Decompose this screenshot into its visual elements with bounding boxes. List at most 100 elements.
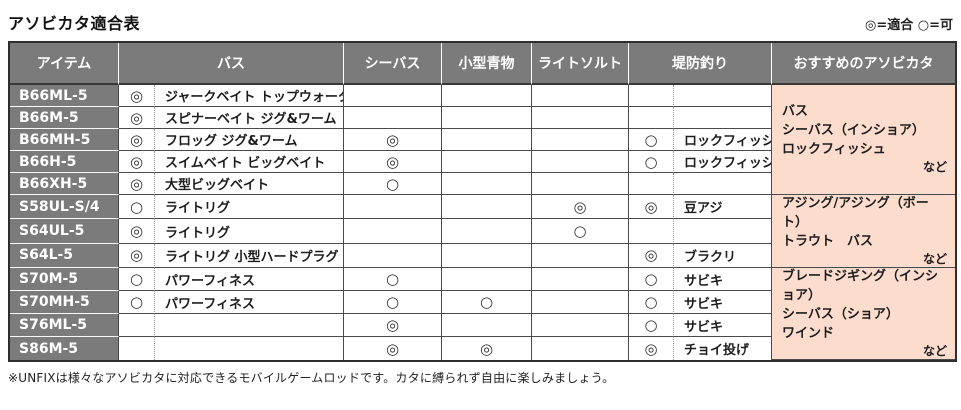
item-cell: S64L-5 — [10, 243, 119, 269]
pier-mark-cell — [629, 219, 674, 244]
table-row: S64L-5 ◎ ライトリグ 小型ハードプラグ ◎ ブラクリ — [10, 243, 955, 269]
recommend-cell: ブレードジギング（インショア） シーバス（ショア） ワインド など — [772, 268, 955, 361]
small-blue-mark-cell — [442, 268, 532, 292]
bass-mark-cell — [119, 337, 155, 361]
column-header-seabass: シーバス — [344, 43, 442, 85]
seabass-mark-cell: ◎ — [344, 151, 442, 173]
pier-mark-cell — [629, 107, 674, 129]
item-cell: S70M-5 — [10, 268, 119, 292]
bass-text-cell: ライトリグ 小型ハードプラグ — [155, 243, 344, 269]
page-title: アソビカタ適合表 — [8, 14, 141, 33]
pier-mark-cell: ○ — [629, 151, 674, 173]
item-cell: B66XH-5 — [10, 173, 119, 195]
bass-text-cell: ライトリグ — [155, 195, 344, 220]
table-row: S64UL-5 ◎ ライトリグ ○ — [10, 219, 955, 244]
pier-mark-cell: ○ — [629, 291, 674, 315]
item-cell: B66M-5 — [10, 107, 119, 129]
column-header-item: アイテム — [10, 43, 119, 85]
light-salt-mark-cell — [532, 173, 629, 195]
item-cell: B66ML-5 — [10, 85, 119, 107]
light-salt-mark-cell — [532, 314, 629, 338]
small-blue-mark-cell — [442, 151, 532, 173]
small-blue-mark-cell: ○ — [442, 291, 532, 315]
column-header-small-blue: 小型青物 — [442, 43, 532, 85]
seabass-mark-cell: ◎ — [344, 314, 442, 338]
bass-text-cell: ジャークベイト トップウォーター — [155, 85, 344, 107]
table-row: B66H-5 ◎ スイムベイト ビッグベイト ◎ ○ ロックフィッシュ — [10, 151, 955, 173]
bass-mark-cell: ◎ — [119, 107, 155, 129]
small-blue-mark-cell — [442, 243, 532, 269]
small-blue-mark-cell: ◎ — [442, 337, 532, 361]
recommend-line: バス — [782, 104, 809, 120]
pier-text-cell: ロックフィッシュ — [674, 129, 772, 151]
legend-text: ◎=適合 ○=可 — [865, 18, 953, 33]
recommend-line: シーバス（インショア） — [782, 123, 925, 139]
item-cell: B66H-5 — [10, 151, 119, 173]
pier-text-cell — [674, 107, 772, 129]
seabass-mark-cell — [344, 219, 442, 244]
recommend-cell: バス シーバス（インショア） ロックフィッシュ など — [772, 85, 955, 195]
bass-mark-cell: ◎ — [119, 243, 155, 269]
recommend-line: ブレードジギング（インショア） — [782, 269, 939, 303]
light-salt-mark-cell — [532, 337, 629, 361]
seabass-mark-cell — [344, 243, 442, 269]
light-salt-mark-cell — [532, 151, 629, 173]
footnote-text: ※UNFIXは様々なアソビカタに対応できるモバイルゲームロッドです。カタに縛られ… — [8, 371, 615, 386]
pier-mark-cell: ◎ — [629, 195, 674, 220]
small-blue-mark-cell — [442, 195, 532, 220]
pier-text-cell — [674, 173, 772, 195]
bass-text-cell: パワーフィネス — [155, 291, 344, 315]
pier-text-cell — [674, 219, 772, 244]
item-cell: S64UL-5 — [10, 219, 119, 244]
seabass-mark-cell — [344, 107, 442, 129]
recommend-suffix: など — [922, 343, 947, 358]
recommend-line: シーバス（ショア） — [782, 306, 899, 322]
bass-mark-cell: ○ — [119, 291, 155, 315]
pier-mark-cell: ○ — [629, 314, 674, 338]
light-salt-mark-cell — [532, 107, 629, 129]
bass-mark-cell: ○ — [119, 195, 155, 220]
bass-text-cell: スイムベイト ビッグベイト — [155, 151, 344, 173]
small-blue-mark-cell — [442, 219, 532, 244]
bass-text-cell — [155, 337, 344, 361]
bass-text-cell: 大型ビッグベイト — [155, 173, 344, 195]
light-salt-mark-cell: ◎ — [532, 195, 629, 220]
item-cell: S58UL-S/4 — [10, 195, 119, 220]
pier-mark-cell: ○ — [629, 129, 674, 151]
light-salt-mark-cell — [532, 243, 629, 269]
recommend-line: ロックフィッシュ — [782, 142, 886, 158]
pier-text-cell: 豆アジ — [674, 195, 772, 220]
pier-mark-cell: ◎ — [629, 243, 674, 269]
bass-mark-cell: ◎ — [119, 219, 155, 244]
recommend-line: トラウト バス — [782, 233, 874, 249]
table-row: S76ML-5 ◎ ○ サビキ — [10, 314, 955, 338]
recommend-suffix: など — [922, 251, 947, 266]
pier-text-cell: ブラクリ — [674, 243, 772, 269]
light-salt-mark-cell: ○ — [532, 219, 629, 244]
bass-text-cell — [155, 314, 344, 338]
recommend-line: アジング/アジング（ボート） — [782, 196, 929, 230]
item-cell: S70MH-5 — [10, 291, 119, 315]
pier-mark-cell: ○ — [629, 268, 674, 292]
column-header-pier: 堤防釣り — [629, 43, 772, 85]
table-row: B66XH-5 ◎ 大型ビッグベイト ○ — [10, 173, 955, 195]
column-header-bass: バス — [119, 43, 344, 85]
bass-mark-cell — [119, 314, 155, 338]
small-blue-mark-cell — [442, 129, 532, 151]
seabass-mark-cell — [344, 195, 442, 220]
recommend-suffix: など — [922, 159, 947, 174]
bass-mark-cell: ◎ — [119, 85, 155, 107]
column-header-light-salt: ライトソルト — [532, 43, 629, 85]
pier-text-cell: サビキ — [674, 268, 772, 292]
light-salt-mark-cell — [532, 85, 629, 107]
pier-mark-cell — [629, 173, 674, 195]
bass-text-cell: パワーフィネス — [155, 268, 344, 292]
table-row: S58UL-S/4 ○ ライトリグ ◎ ◎ 豆アジ アジング/アジング（ボート）… — [10, 195, 955, 269]
light-salt-mark-cell — [532, 268, 629, 292]
compat-table: アイテム バス シーバス 小型青物 ライトソルト 堤防釣り おすすめのアソビカタ… — [8, 41, 957, 363]
pier-text-cell: サビキ — [674, 314, 772, 338]
table-row: S70MH-5 ○ パワーフィネス ○ ○ ○ サビキ — [10, 291, 955, 315]
item-cell: S76ML-5 — [10, 314, 119, 338]
item-cell: S86M-5 — [10, 337, 119, 361]
